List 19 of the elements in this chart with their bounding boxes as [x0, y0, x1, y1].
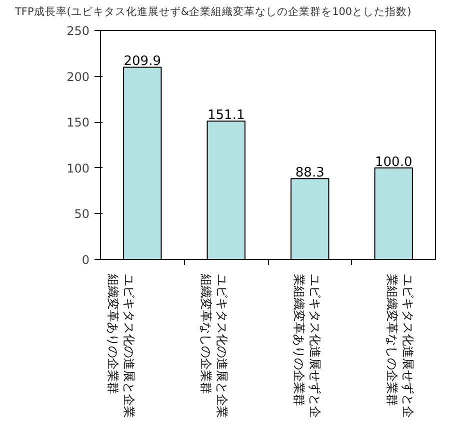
- bar: [290, 178, 330, 260]
- x-tick-label: ユビキタス化の進展と企業組織変革なしの企業群: [198, 274, 230, 420]
- x-tick-label: ユビキタス化の進展と企業組織変革ありの企業群: [105, 274, 137, 420]
- y-tick-label: 50: [74, 207, 90, 222]
- data-label: 100.0: [375, 154, 412, 170]
- bar: [206, 120, 246, 260]
- y-tick-label: 150: [66, 116, 90, 130]
- data-label: 151.1: [208, 108, 245, 124]
- data-label: 209.9: [124, 54, 161, 70]
- bar: [123, 66, 162, 260]
- x-tick-label: ユビキタス化進展せずと企業組織変革なしの企業群: [384, 274, 416, 420]
- y-tick-label: 0: [82, 253, 90, 267]
- bar: [374, 167, 413, 260]
- y-tick-label: 100: [66, 161, 90, 176]
- x-tick-label: ユビキタス化進展せずと企業組織変革ありの企業群: [291, 274, 323, 420]
- chart-title: TFP成長率(ユビキタス化進展せず&企業組織変革なしの企業群を100とした指数): [15, 5, 412, 20]
- data-label: 88.3: [295, 166, 324, 181]
- y-tick-label: 200: [66, 70, 90, 84]
- y-tick-label: 250: [66, 24, 90, 38]
